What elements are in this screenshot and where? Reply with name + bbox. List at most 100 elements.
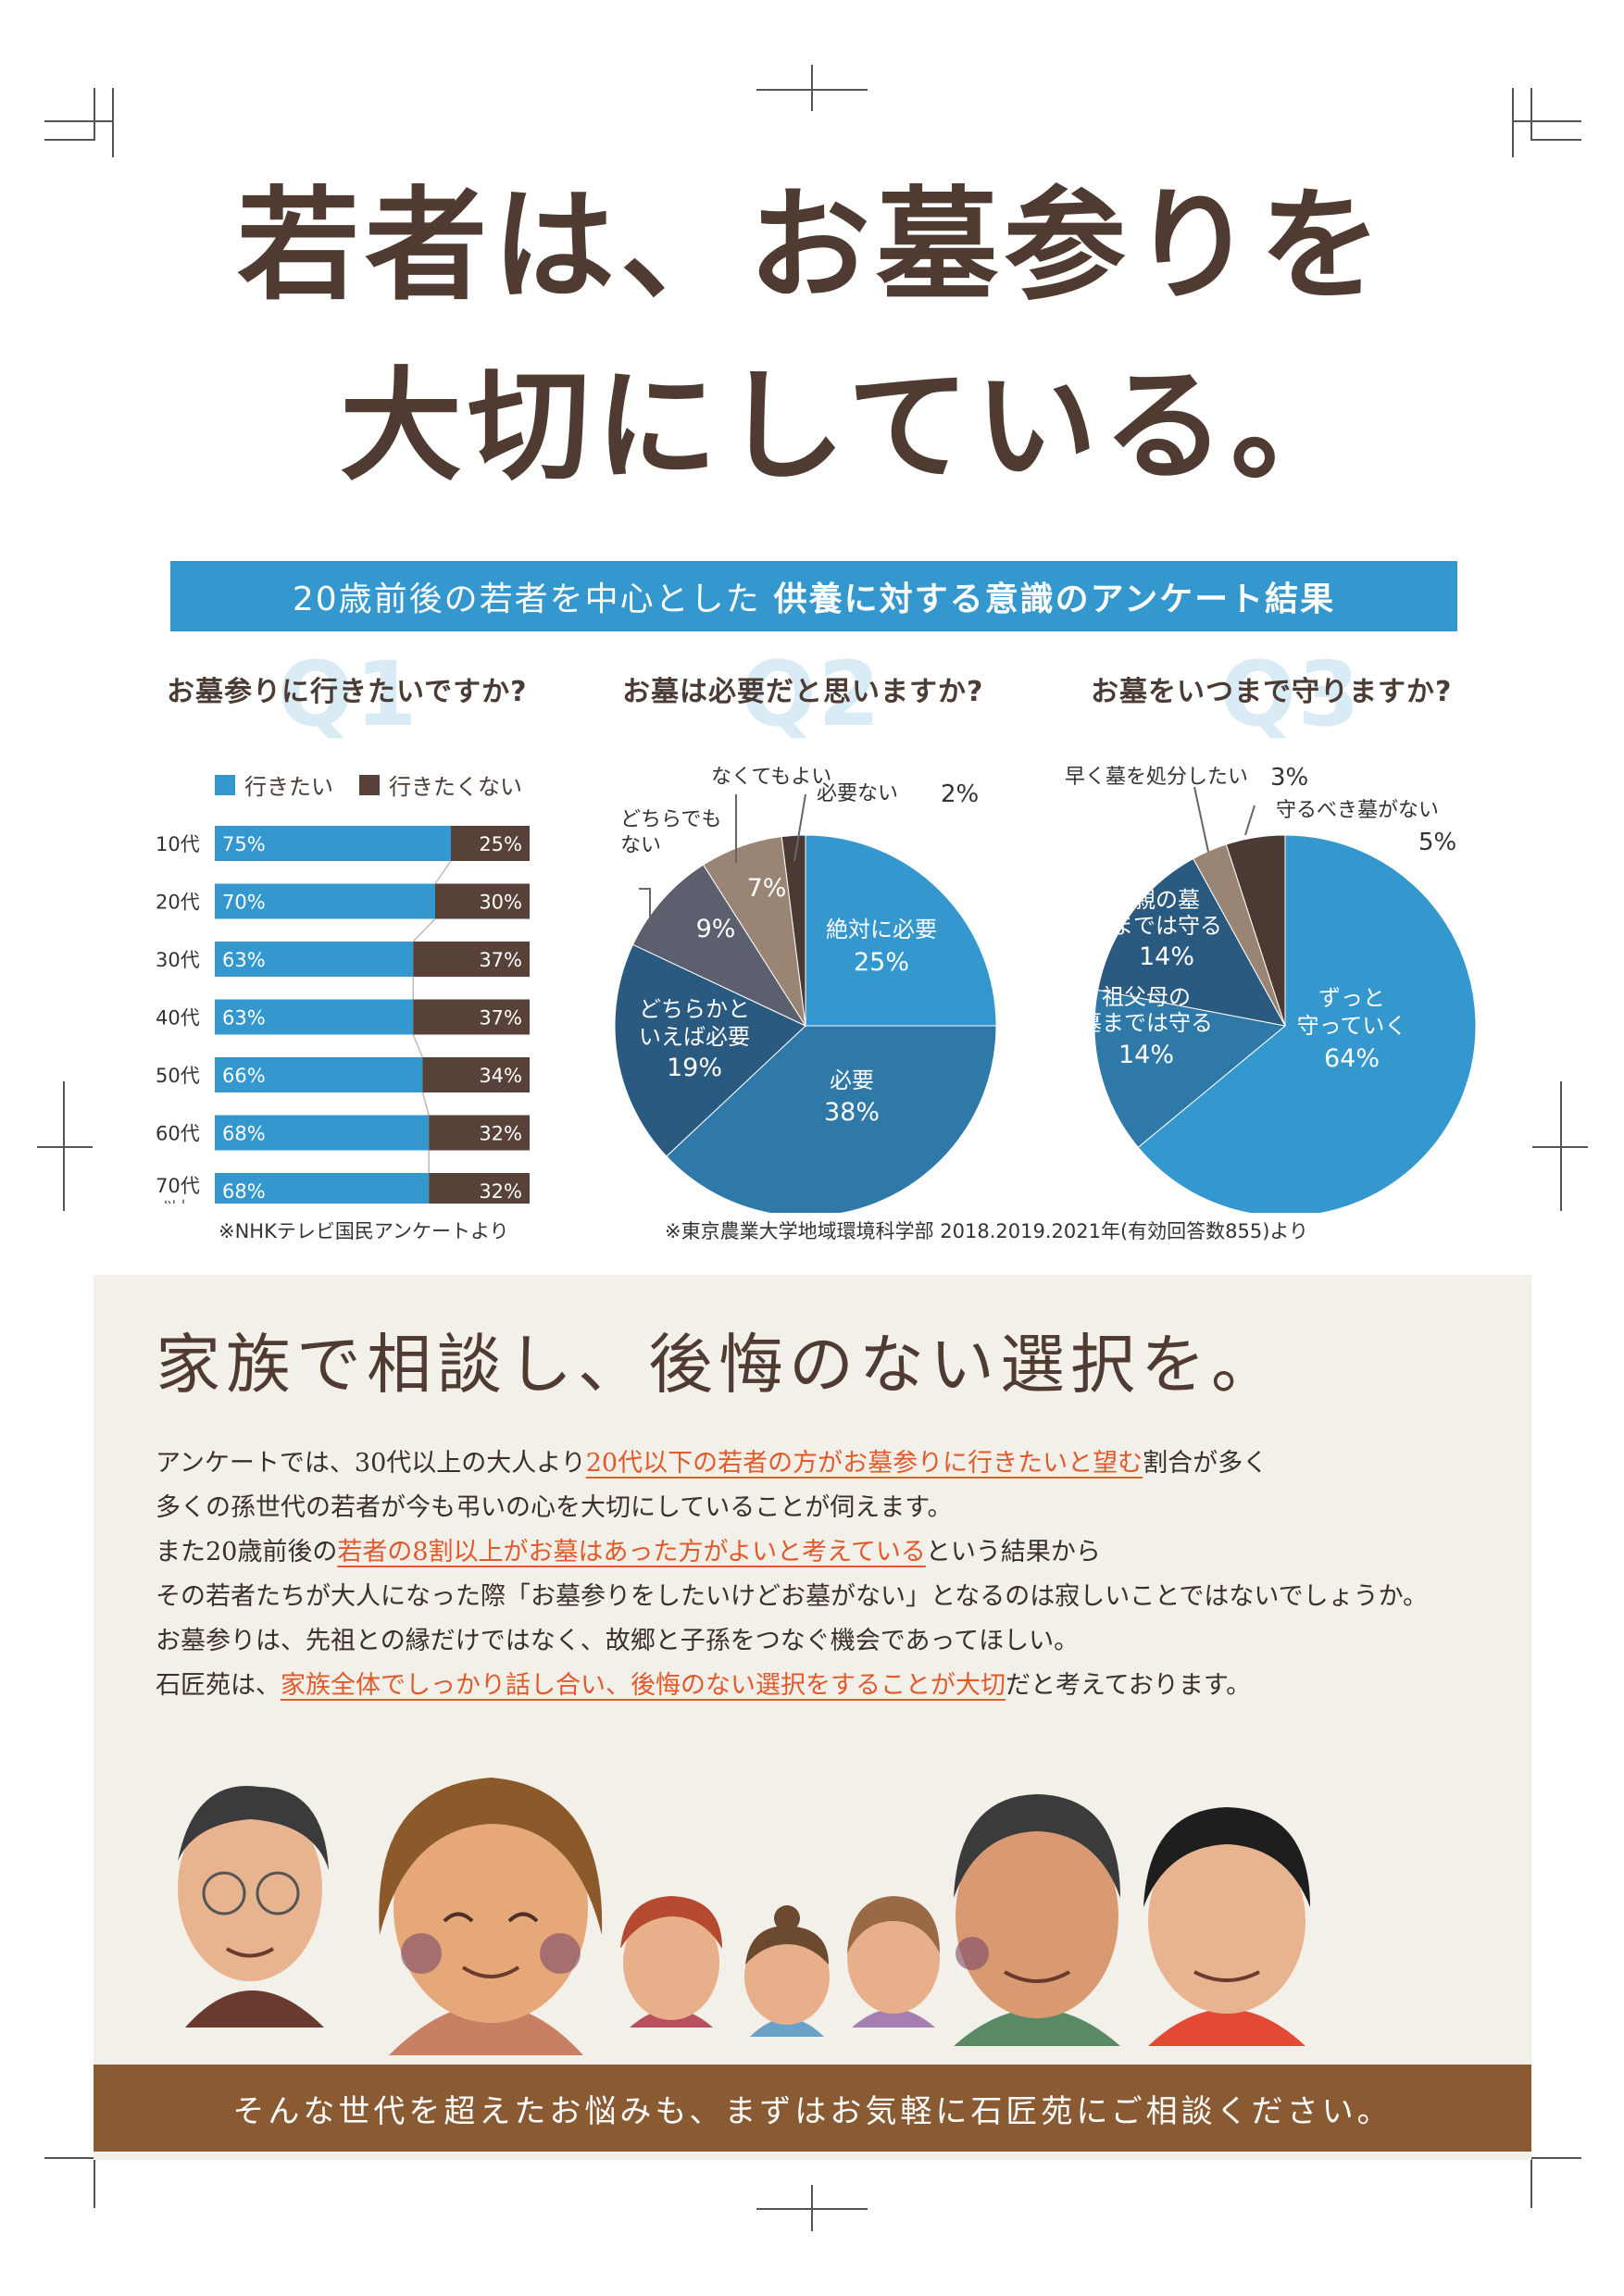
q3-label-forever-2: 守っていく <box>1297 1013 1407 1039</box>
q1-title: お墓参りに行きたいですか? <box>167 676 528 708</box>
pie-slice <box>1093 989 1287 1149</box>
q1-bar-no-label: 32% <box>479 1180 522 1203</box>
q1-bar-yes <box>215 942 414 977</box>
q1-bar-no <box>429 1115 530 1151</box>
body-line-4: その若者たちが大人になった際「お墓参りをしたいけどお墓がない」となるのは寂しいこ… <box>156 1582 1429 1611</box>
legend-swatch-no <box>359 774 380 795</box>
pie-slice <box>614 943 806 1157</box>
pie-source-note: ※東京農業大学地域環境科学部 2018.2019.2021年(有効回答数855)… <box>665 1220 1308 1242</box>
q3-title: お墓をいつまで守りますか? <box>1091 676 1453 708</box>
q2-pie-chart: 絶対に必要 25% 必要 38% どちらかと いえば必要 19% 9% 7% ど… <box>614 766 997 1213</box>
q1-bar-yes-label: 70% <box>222 892 266 914</box>
q1-category-label: 40代 <box>156 1007 200 1029</box>
q1-category-label: 50代 <box>156 1065 200 1087</box>
q1-connector-line <box>421 1092 430 1116</box>
q3-value-parents: 14% <box>1139 942 1194 971</box>
child-face-3 <box>847 1896 940 2028</box>
q1-bar-yes-label: 63% <box>222 1007 266 1029</box>
pie-slice <box>781 834 806 1027</box>
grandson-face <box>1143 1807 1310 2046</box>
banner-prefix: 20歳前後の若者を中心とした <box>292 580 761 618</box>
q1-bar-yes <box>215 1173 430 1204</box>
q1-bar-no <box>435 883 530 919</box>
q2-out-neutral-2: ない <box>620 834 661 857</box>
body-6c: だと考えております。 <box>1006 1671 1252 1700</box>
grandfather-face <box>178 1786 329 2028</box>
q2-leader-neutral <box>639 888 651 929</box>
body-6a: 石匠苑は、 <box>156 1671 281 1700</box>
q1-connector-line <box>412 1034 424 1058</box>
body-3b-highlight: 若者の8割以上がお墓はあった方がよいと考えている <box>337 1538 926 1566</box>
q1-category-label: 10代 <box>156 833 200 855</box>
body-line-1: アンケートでは、30代以上の大人より20代以下の若者の方がお墓参りに行きたいと望… <box>156 1442 1268 1479</box>
q1-category-label: 70代 <box>156 1175 200 1197</box>
body-1b-highlight: 20代以下の若者の方がお墓参りに行きたいと望む <box>585 1449 1143 1478</box>
q1-category-label: 30代 <box>156 949 200 971</box>
q1-bar-no-label: 32% <box>479 1123 522 1145</box>
q2-title: お墓は必要だと思いますか? <box>622 676 984 708</box>
body-line-5: お墓参りは、先祖との縁だけではなく、故郷と子孫をつなぐ機会であってほしい。 <box>156 1627 1080 1655</box>
survey-banner: 20歳前後の若者を中心とした 供養に対する意識のアンケート結果 <box>170 561 1457 631</box>
q1-watermark: Q1 <box>278 643 419 746</box>
q2-label-rather-1: どちらかと <box>639 996 750 1022</box>
q2-leader-unneeded <box>793 793 806 862</box>
legend-swatch-yes <box>215 774 235 795</box>
q1-bar-yes <box>215 883 435 919</box>
q3-out-dispose-value: 3% <box>1270 764 1308 792</box>
q1-connector-line <box>434 860 452 884</box>
q1-bar-yes-label: 68% <box>222 1180 266 1203</box>
q1-bar-yes <box>215 999 414 1035</box>
q3-out-dispose: 早く墓を処分したい <box>1065 766 1248 789</box>
q2-value-needed: 38% <box>824 1098 880 1127</box>
body-line-3: また20歳前後の若者の8割以上がお墓はあった方がよいと考えているという結果から <box>156 1531 1101 1567</box>
q1-bar-no-label: 37% <box>479 1007 522 1029</box>
body-1c: 割合が多く <box>1143 1449 1268 1478</box>
body-3a: また20歳前後の <box>156 1538 338 1566</box>
q1-category-label: 20代 <box>156 892 200 914</box>
q2-watermark: Q2 <box>741 643 882 746</box>
q3-watermark: Q3 <box>1220 643 1362 746</box>
child-face-2 <box>744 1905 830 2037</box>
q1-bar-no <box>429 1173 530 1204</box>
legend-label-yes: 行きたい <box>244 774 333 800</box>
q3-pie-chart: ずっと 守っていく 64% 祖父母の 墓までは守る 14% 親の墓 までは守る … <box>1065 764 1477 1213</box>
q1-bar-yes-label: 75% <box>222 833 266 855</box>
q2-value-optional: 7% <box>747 874 787 903</box>
q2-value-absolute: 25% <box>854 948 909 977</box>
q1-legend: 行きたい 行きたくない <box>215 768 522 801</box>
q1-bar-yes <box>215 1115 430 1151</box>
father-face <box>954 1794 1120 2046</box>
body-3c: という結果から <box>925 1538 1101 1566</box>
q3-value-forever: 64% <box>1324 1044 1380 1073</box>
q1-bar-no-label: 30% <box>479 892 522 914</box>
footer-band: そんな世代を超えたお悩みも、まずはお気軽に石匠苑にご相談ください。 <box>94 2065 1531 2152</box>
q2-out-neutral-1: どちらでも <box>620 808 721 831</box>
q1-bar-yes-label: 63% <box>222 949 266 971</box>
pie-slice <box>1225 834 1286 1027</box>
q2-label-absolute: 絶対に必要 <box>826 917 937 942</box>
q2-label-rather-2: いえば必要 <box>639 1024 750 1050</box>
q1-bar-no <box>413 999 530 1035</box>
lower-subhead: 家族で相談し、後悔のない選択を。 <box>156 1327 1281 1403</box>
banner-emphasis: 供養に対する意識のアンケート結果 <box>773 580 1336 618</box>
q1-bar-no <box>422 1057 530 1092</box>
child-face-1 <box>620 1896 722 2028</box>
q1-bar-yes <box>215 1057 423 1092</box>
q2-label-needed: 必要 <box>830 1067 874 1093</box>
legend-label-no: 行きたくない <box>389 774 522 800</box>
q1-category-sublabel: 以上 <box>163 1198 191 1204</box>
q1-connector-line <box>412 917 436 942</box>
q3-value-grandparents: 14% <box>1118 1041 1174 1069</box>
q2-value-neutral: 9% <box>696 915 736 943</box>
pie-slice <box>666 1025 997 1213</box>
headline-line-2: 大切にしている。 <box>339 356 1359 498</box>
q3-label-parents-2: までは守る <box>1111 913 1222 939</box>
q1-bar-no-label: 37% <box>479 949 522 971</box>
pie-slice <box>1137 834 1477 1213</box>
q1-bar-no <box>413 942 530 977</box>
q3-out-none: 守るべき墓がない <box>1276 799 1439 822</box>
pie-slice <box>1097 857 1286 1027</box>
q3-label-grandparents-2: 墓までは守る <box>1080 1010 1213 1036</box>
body-line-2: 多くの孫世代の若者が今も弔いの心を大切にしていることが伺えます。 <box>156 1493 953 1522</box>
q3-label-forever-1: ずっと <box>1318 985 1385 1011</box>
